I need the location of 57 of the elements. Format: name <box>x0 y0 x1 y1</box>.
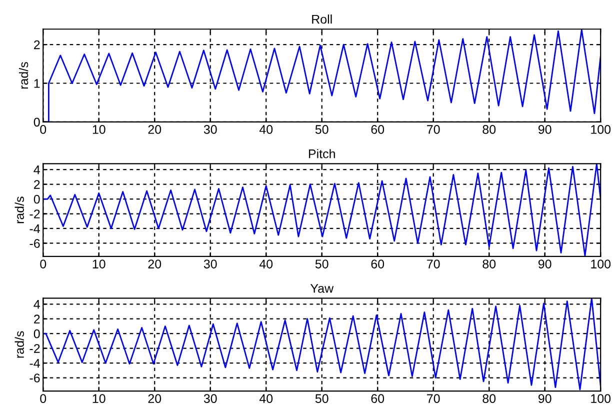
y-tick-label: -4 <box>30 224 40 234</box>
x-tick-label: 80 <box>482 260 496 268</box>
x-tick-label: 40 <box>259 394 273 403</box>
y-tick-label: 0 <box>34 194 40 204</box>
x-tick-label: 30 <box>204 260 217 268</box>
y-axis-title: rad/s <box>18 62 28 89</box>
x-tick-label: 80 <box>482 394 496 403</box>
x-tick-label: 0 <box>40 125 46 134</box>
y-tick-label: -2 <box>30 344 40 353</box>
x-tick-label: 80 <box>482 125 496 134</box>
y-tick-label: -2 <box>30 210 40 218</box>
x-tick-label: 0 <box>40 394 46 403</box>
x-tick-label: 50 <box>315 394 328 403</box>
x-tick-label: 40 <box>259 260 273 268</box>
y-axis-title: rad/s <box>14 331 24 358</box>
x-tick-label: 50 <box>315 125 328 134</box>
x-tick-label: 100 <box>591 394 611 403</box>
x-tick-label: 70 <box>427 260 440 268</box>
y-tick-label: 2 <box>34 40 40 50</box>
x-tick-label: 20 <box>148 394 162 403</box>
line-series <box>43 298 601 390</box>
x-tick-label: 20 <box>148 260 162 268</box>
y-tick-label: 2 <box>34 180 40 189</box>
x-tick-label: 60 <box>371 260 384 268</box>
chart-title: Roll <box>312 14 332 24</box>
x-tick-label: 90 <box>538 260 552 268</box>
x-tick-label: 0 <box>40 260 46 268</box>
x-tick-label: 10 <box>92 394 106 403</box>
y-tick-label: 0 <box>34 118 40 127</box>
x-tick-label: 10 <box>92 125 106 134</box>
x-tick-label: 100 <box>591 125 611 134</box>
chart-title: Pitch <box>308 149 335 158</box>
x-tick-label: 40 <box>259 125 273 134</box>
chart-title: Yaw <box>310 284 334 293</box>
x-tick-label: 70 <box>427 394 440 403</box>
x-tick-label: 70 <box>427 125 440 134</box>
x-tick-label: 60 <box>371 125 384 134</box>
y-tick-label: 1 <box>34 79 40 88</box>
x-tick-label: 50 <box>315 260 328 268</box>
y-tick-label: -4 <box>30 358 40 368</box>
x-tick-label: 20 <box>148 125 162 134</box>
x-tick-label: 90 <box>538 125 552 134</box>
line-series <box>43 29 601 122</box>
y-tick-label: 4 <box>34 300 40 309</box>
x-tick-label: 100 <box>591 260 611 268</box>
y-tick-label: -6 <box>30 239 40 248</box>
line-series <box>43 164 601 256</box>
x-tick-label: 90 <box>538 394 552 403</box>
y-tick-label: 0 <box>34 329 40 338</box>
x-tick-label: 10 <box>92 260 106 268</box>
x-tick-label: 30 <box>204 125 217 134</box>
x-tick-label: 60 <box>371 394 384 403</box>
x-tick-label: 30 <box>204 394 217 403</box>
y-tick-label: 4 <box>34 166 40 174</box>
y-tick-label: -6 <box>30 374 40 382</box>
y-axis-title: rad/s <box>14 196 24 224</box>
y-tick-label: 2 <box>34 314 40 324</box>
